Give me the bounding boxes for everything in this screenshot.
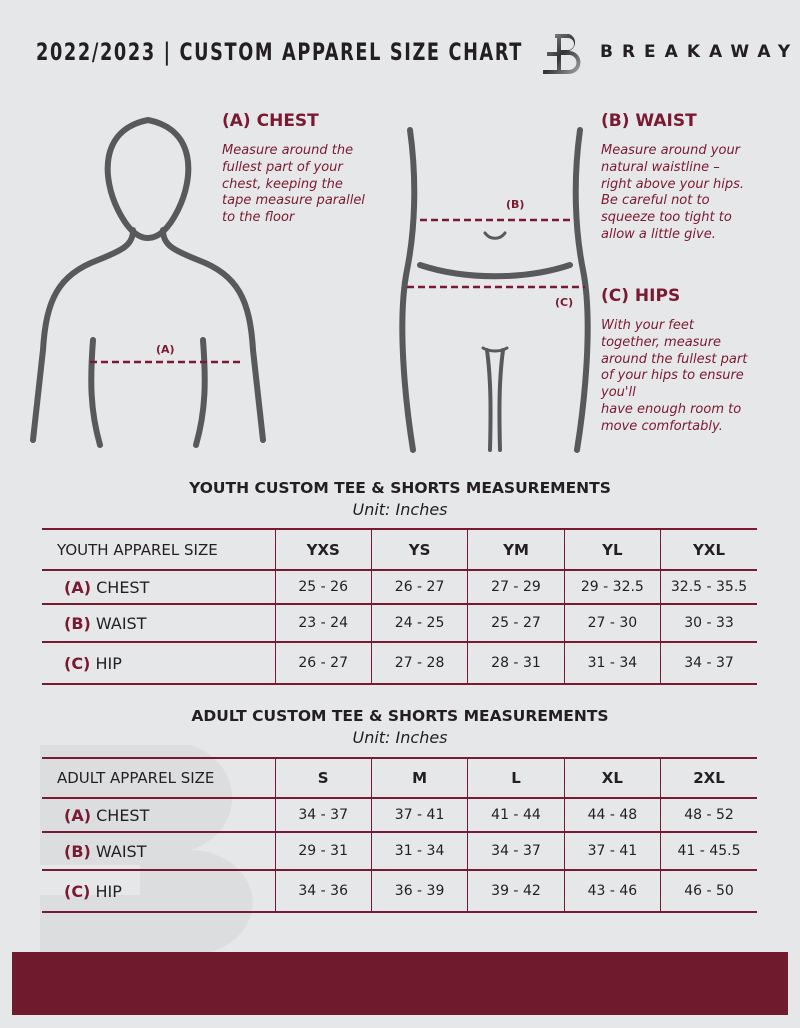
cell: 31 - 34 <box>370 832 468 871</box>
lower-body-figure <box>399 127 591 453</box>
cell: 46 - 50 <box>660 870 757 913</box>
cell: 41 - 45.5 <box>660 832 757 871</box>
row-code: (A) <box>64 805 92 825</box>
row-name: WAIST <box>95 841 147 861</box>
hips-heading: (C) HIPS <box>601 286 681 306</box>
cell: 32.5 - 35.5 <box>660 570 757 605</box>
cell: 44 - 48 <box>563 798 661 833</box>
size-header: YXS <box>274 528 372 571</box>
row-label: (B) WAIST <box>42 604 275 643</box>
cell: 37 - 41 <box>563 832 661 871</box>
size-header: YL <box>563 528 661 571</box>
cell: 34 - 37 <box>467 832 565 871</box>
row-name: HIP <box>95 881 122 901</box>
brand-name: BREAKAWAY <box>600 42 800 62</box>
table-header-row: ADULT APPAREL SIZE S M L XL 2XL <box>42 757 757 799</box>
header-label: ADULT APPAREL SIZE <box>42 757 275 799</box>
youth-table-title: YOUTH CUSTOM TEE & SHORTS MEASUREMENTS <box>189 479 611 497</box>
cell: 24 - 25 <box>370 604 468 643</box>
cell: 43 - 46 <box>563 870 661 913</box>
cell: 31 - 34 <box>563 642 661 685</box>
upper-body-figure <box>30 116 266 448</box>
size-header: YS <box>370 528 468 571</box>
row-code: (A) <box>64 577 92 597</box>
cell: 30 - 33 <box>660 604 757 643</box>
cell: 34 - 37 <box>274 798 372 833</box>
table-row: (C) HIP 26 - 27 27 - 28 28 - 31 31 - 34 … <box>42 642 757 685</box>
hips-description: With your feet together, measure around … <box>601 318 748 434</box>
cell: 34 - 36 <box>274 870 372 913</box>
table-row: (A) CHEST 34 - 37 37 - 41 41 - 44 44 - 4… <box>42 798 757 833</box>
cell: 25 - 26 <box>274 570 372 605</box>
waist-description: Measure around your natural waistline – … <box>601 143 745 242</box>
cell: 27 - 28 <box>370 642 468 685</box>
table-row: (A) CHEST 25 - 26 26 - 27 27 - 29 29 - 3… <box>42 570 757 605</box>
size-header: L <box>467 757 565 799</box>
row-name: CHEST <box>96 805 150 825</box>
row-name: WAIST <box>95 613 147 633</box>
cell: 41 - 44 <box>467 798 565 833</box>
row-code: (C) <box>64 653 91 673</box>
youth-size-table: YOUTH APPAREL SIZE YXS YS YM YL YXL (A) … <box>42 528 757 685</box>
table-header-row: YOUTH APPAREL SIZE YXS YS YM YL YXL <box>42 528 757 571</box>
cell: 39 - 42 <box>467 870 565 913</box>
size-header: YXL <box>660 528 757 571</box>
table-row: (B) WAIST 29 - 31 31 - 34 34 - 37 37 - 4… <box>42 832 757 871</box>
row-code: (B) <box>64 613 91 633</box>
cell: 23 - 24 <box>274 604 372 643</box>
header-label: YOUTH APPAREL SIZE <box>42 528 275 571</box>
youth-unit: Unit: Inches <box>352 500 448 519</box>
cell: 27 - 29 <box>467 570 565 605</box>
size-header: S <box>274 757 372 799</box>
row-name: CHEST <box>96 577 150 597</box>
size-header: YM <box>467 528 565 571</box>
row-code: (B) <box>64 841 91 861</box>
cell: 26 - 27 <box>370 570 468 605</box>
cell: 29 - 31 <box>274 832 372 871</box>
waist-marker: (B) <box>506 198 525 211</box>
row-label: (C) HIP <box>42 642 275 685</box>
row-label: (B) WAIST <box>42 832 275 871</box>
chest-description: Measure around the fullest part of your … <box>222 143 365 226</box>
size-header: 2XL <box>660 757 757 799</box>
cell: 34 - 37 <box>660 642 757 685</box>
table-row: (B) WAIST 23 - 24 24 - 25 25 - 27 27 - 3… <box>42 604 757 643</box>
chest-heading: (A) CHEST <box>222 111 319 131</box>
cell: 36 - 39 <box>370 870 468 913</box>
cell: 37 - 41 <box>370 798 468 833</box>
size-header: M <box>370 757 468 799</box>
cell: 27 - 30 <box>563 604 661 643</box>
adult-size-table: ADULT APPAREL SIZE S M L XL 2XL (A) CHES… <box>42 757 757 913</box>
cell: 28 - 31 <box>467 642 565 685</box>
cell: 26 - 27 <box>274 642 372 685</box>
hips-marker: (C) <box>555 296 574 309</box>
cell: 48 - 52 <box>660 798 757 833</box>
row-code: (C) <box>64 881 91 901</box>
page-title: 2022/2023 | CUSTOM APPAREL SIZE CHART <box>36 38 524 66</box>
breakaway-logo <box>543 34 581 74</box>
waist-heading: (B) WAIST <box>601 111 697 131</box>
row-label: (A) CHEST <box>42 570 275 605</box>
footer-bar <box>12 952 788 1015</box>
row-label: (A) CHEST <box>42 798 275 833</box>
adult-table-title: ADULT CUSTOM TEE & SHORTS MEASUREMENTS <box>191 707 609 725</box>
size-header: XL <box>563 757 661 799</box>
cell: 29 - 32.5 <box>563 570 661 605</box>
adult-unit: Unit: Inches <box>352 728 448 747</box>
table-row: (C) HIP 34 - 36 36 - 39 39 - 42 43 - 46 … <box>42 870 757 913</box>
cell: 25 - 27 <box>467 604 565 643</box>
row-label: (C) HIP <box>42 870 275 913</box>
row-name: HIP <box>95 653 122 673</box>
chest-marker: (A) <box>156 343 175 356</box>
